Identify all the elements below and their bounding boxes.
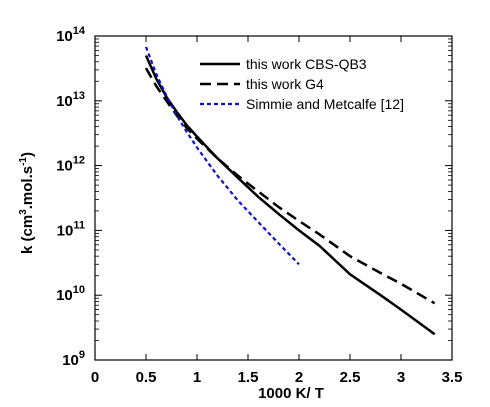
legend-label-2: this work G4	[246, 76, 324, 92]
y-tick-label: 1011	[57, 219, 85, 239]
y-tick-label: 1010	[56, 284, 85, 304]
x-tick-label: 1	[193, 369, 201, 386]
x-tick-label: 0	[91, 369, 99, 386]
legend: this work CBS-QB3 this work G4 Simmie and …	[200, 56, 404, 112]
legend-label-3: Simmie and Metcalfe [12]	[246, 96, 404, 112]
series-line-2	[144, 67, 436, 305]
x-tick-labels: 0 0.5 1 1.5 2 2.5 3 3.5	[91, 369, 463, 386]
x-tick-label: 3.5	[442, 369, 463, 386]
x-tick-label: 1.5	[238, 369, 259, 386]
x-tick-label: 2	[295, 369, 303, 386]
x-tick-label: 3	[397, 369, 405, 386]
y-tick-labels: 109 1010 1011 1012 1013 1014	[56, 25, 86, 369]
y-tick-label: 109	[62, 349, 85, 369]
y-tick-label: 1014	[56, 25, 86, 45]
x-tick-label: 2.5	[340, 369, 361, 386]
y-axis-label: k (cm3.mol.s-1)	[18, 152, 36, 254]
x-tick-label: 0.5	[136, 369, 157, 386]
x-axis-label: 1000 K/ T	[258, 385, 324, 402]
tick-marks	[94, 35, 453, 361]
legend-label-1: this work CBS-QB3	[246, 56, 367, 72]
series-lines	[144, 46, 436, 336]
y-tick-label: 1012	[56, 155, 85, 175]
series-line-1	[144, 54, 436, 336]
y-tick-label: 1013	[56, 90, 85, 110]
plot-frame	[94, 35, 453, 361]
series-line-3	[144, 46, 300, 266]
